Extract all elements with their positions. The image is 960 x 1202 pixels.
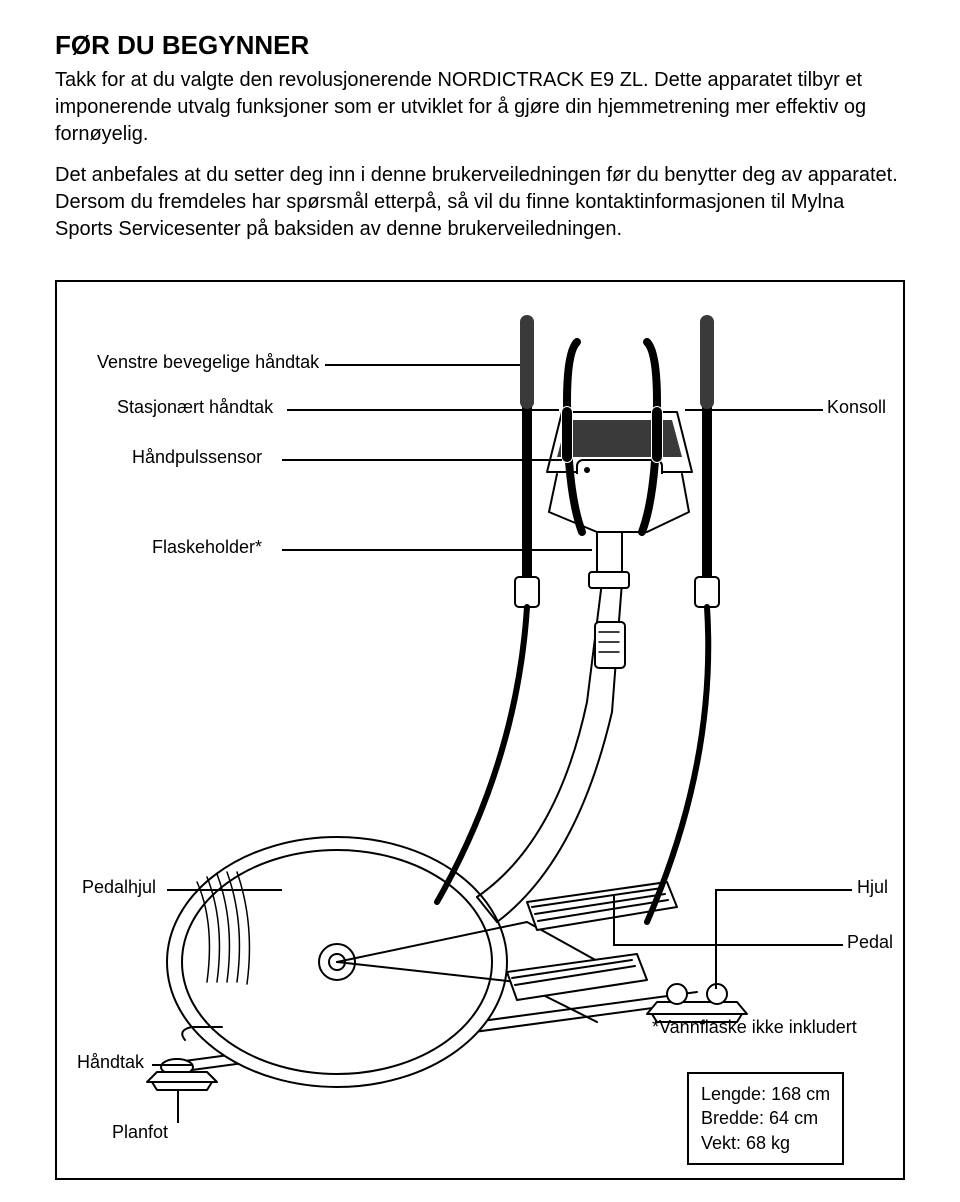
leader-pedal (665, 944, 843, 946)
label-bottle-holder: Flaskeholder* (152, 537, 262, 558)
label-foot: Planfot (112, 1122, 168, 1143)
label-moving-handle: Venstre bevegelige håndtak (97, 352, 319, 373)
spec-width: Bredde: 64 cm (701, 1106, 830, 1130)
footnote-bottle: *Vannflaske ikke inkludert (652, 1017, 857, 1038)
leader-moving-handle (325, 364, 520, 366)
label-pulse-sensor: Håndpulssensor (132, 447, 262, 468)
leader-handle (152, 1064, 192, 1066)
spec-box: Lengde: 168 cm Bredde: 64 cm Vekt: 68 kg (687, 1072, 844, 1165)
label-stationary-handle: Stasjonært håndtak (117, 397, 273, 418)
leader-console (685, 409, 823, 411)
label-wheel: Hjul (857, 877, 888, 898)
label-console: Konsoll (827, 397, 886, 418)
intro-paragraph: Takk for at du valgte den revolusjoneren… (55, 67, 905, 148)
leader-pedal-v (613, 896, 615, 944)
label-pedal-wheel: Pedalhjul (82, 877, 156, 898)
leader-bottle-holder (282, 549, 592, 551)
second-paragraph: Det anbefales at du setter deg inn i den… (55, 162, 905, 243)
leader-pedal-wheel (167, 889, 282, 891)
page-title: FØR DU BEGYNNER (55, 30, 905, 61)
leader-wheel (717, 889, 852, 891)
label-pedal: Pedal (847, 932, 893, 953)
spec-length: Lengde: 168 cm (701, 1082, 830, 1106)
spec-weight: Vekt: 68 kg (701, 1131, 830, 1155)
diagram-frame: Venstre bevegelige håndtak Stasjonært hå… (55, 280, 905, 1180)
leader-pulse-sensor (282, 459, 562, 461)
leader-pedal-h2 (613, 944, 665, 946)
label-handle: Håndtak (77, 1052, 144, 1073)
leader-wheel-v (715, 889, 717, 989)
leader-foot-v (177, 1090, 179, 1118)
leader-stationary-handle (287, 409, 559, 411)
